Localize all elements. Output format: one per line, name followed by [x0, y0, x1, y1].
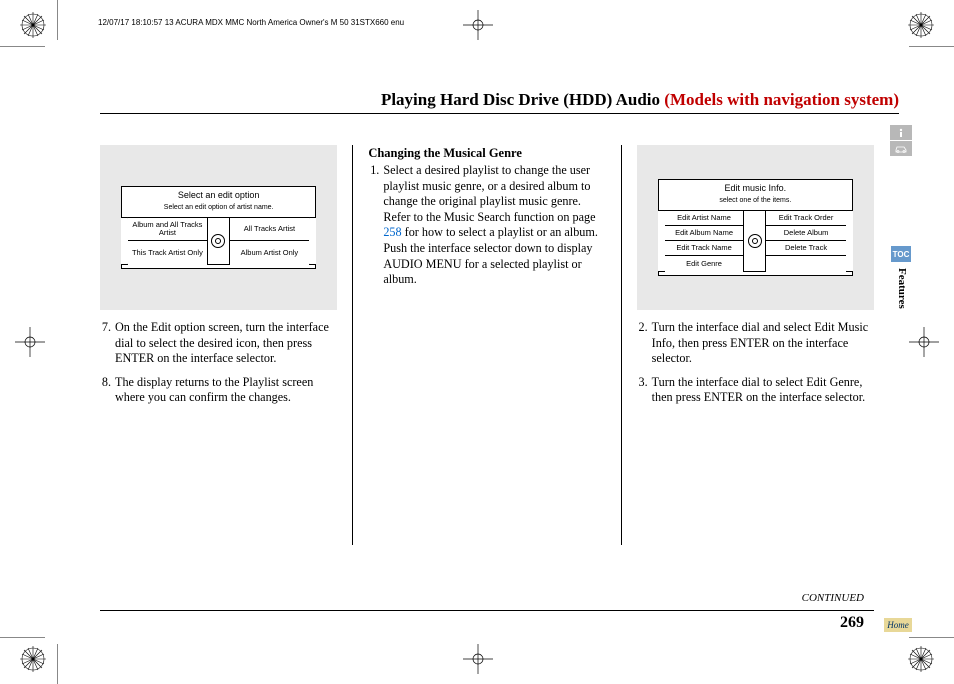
- step-text: Turn the interface dial and select Edit …: [652, 320, 874, 367]
- crosshair-icon: [463, 644, 493, 674]
- toc-tab[interactable]: TOC: [891, 246, 911, 262]
- screen-cell: All Tracks Artist: [230, 218, 310, 242]
- features-label: Features: [896, 268, 908, 309]
- content-area: Select an edit option Select an edit opt…: [100, 145, 874, 545]
- column-2: Changing the Musical Genre 1. Select a d…: [368, 145, 605, 545]
- step-text: Select a desired playlist to change the …: [383, 163, 605, 288]
- section-heading: Changing the Musical Genre: [368, 145, 605, 161]
- edge-line: [57, 0, 58, 40]
- step-text: Turn the interface dial to select Edit G…: [652, 375, 874, 406]
- display-panel-1: Select an edit option Select an edit opt…: [100, 145, 337, 310]
- screen-cell: Album and All Tracks Artist: [128, 218, 208, 242]
- screen-edit-music-info: Edit music Info. select one of the items…: [658, 179, 853, 275]
- column-1: Select an edit option Select an edit opt…: [100, 145, 337, 545]
- knob-icon: [744, 211, 766, 272]
- step-2: 2. Turn the interface dial and select Ed…: [637, 320, 874, 367]
- column-3: Edit music Info. select one of the items…: [637, 145, 874, 545]
- edge-line: [0, 637, 45, 638]
- display-panel-2: Edit music Info. select one of the items…: [637, 145, 874, 310]
- title-variant: (Models with navigation system): [664, 90, 899, 109]
- title-main: Playing Hard Disc Drive (HDD) Audio: [381, 90, 664, 109]
- screen-cell: Delete Track: [766, 241, 846, 256]
- screen-cell: Edit Track Name: [665, 241, 745, 256]
- knob-icon: [208, 218, 230, 265]
- regmark-icon: [908, 646, 934, 672]
- crosshair-icon: [909, 327, 939, 357]
- continued-label: CONTINUED: [802, 592, 864, 604]
- edge-line: [0, 46, 45, 47]
- car-tab-icon[interactable]: [890, 141, 912, 156]
- regmark-icon: [908, 12, 934, 38]
- step-7: 7. On the Edit option screen, turn the i…: [100, 320, 337, 367]
- page-link[interactable]: 258: [383, 225, 401, 239]
- step-3: 3. Turn the interface dial to select Edi…: [637, 375, 874, 406]
- step-number: 8.: [100, 375, 115, 406]
- screen-cell: Edit Track Order: [766, 211, 846, 226]
- screen-cell: Album Artist Only: [230, 241, 310, 265]
- crosshair-icon: [463, 10, 493, 40]
- step-text-a: Select a desired playlist to change the …: [383, 163, 595, 224]
- crosshair-icon: [15, 327, 45, 357]
- step-number: 2.: [637, 320, 652, 367]
- side-tabs: [890, 125, 912, 156]
- screen-subtitle: Select an edit option of artist name.: [122, 202, 315, 217]
- header-meta: 12/07/17 18:10:57 13 ACURA MDX MMC North…: [98, 18, 404, 27]
- page-title: Playing Hard Disc Drive (HDD) Audio (Mod…: [100, 90, 899, 114]
- screen-subtitle: select one of the items.: [659, 195, 852, 210]
- step-text-b: for how to select a playlist or an album…: [383, 225, 598, 286]
- step-text: The display returns to the Playlist scre…: [115, 375, 337, 406]
- screen-cell: Edit Artist Name: [665, 211, 745, 226]
- step-number: 1.: [368, 163, 383, 288]
- step-text: On the Edit option screen, turn the inte…: [115, 320, 337, 367]
- column-divider: [621, 145, 622, 545]
- screen-cell: Edit Genre: [665, 256, 745, 271]
- home-tab[interactable]: Home: [884, 618, 912, 632]
- screen-cell: [766, 256, 846, 271]
- step-1: 1. Select a desired playlist to change t…: [368, 163, 605, 288]
- regmark-icon: [20, 12, 46, 38]
- step-8: 8. The display returns to the Playlist s…: [100, 375, 337, 406]
- step-number: 7.: [100, 320, 115, 367]
- screen-edit-option: Select an edit option Select an edit opt…: [121, 186, 316, 268]
- page-number: 269: [840, 614, 864, 632]
- step-number: 3.: [637, 375, 652, 406]
- regmark-icon: [20, 646, 46, 672]
- screen-cell: Edit Album Name: [665, 226, 745, 241]
- bottom-rule: [100, 610, 874, 611]
- screen-title: Edit music Info.: [659, 180, 852, 195]
- edge-line: [909, 46, 954, 47]
- edge-line: [57, 644, 58, 684]
- screen-title: Select an edit option: [122, 187, 315, 202]
- screen-cell: This Track Artist Only: [128, 241, 208, 265]
- info-tab-icon[interactable]: [890, 125, 912, 140]
- column-divider: [352, 145, 353, 545]
- screen-cell: Delete Album: [766, 226, 846, 241]
- edge-line: [909, 637, 954, 638]
